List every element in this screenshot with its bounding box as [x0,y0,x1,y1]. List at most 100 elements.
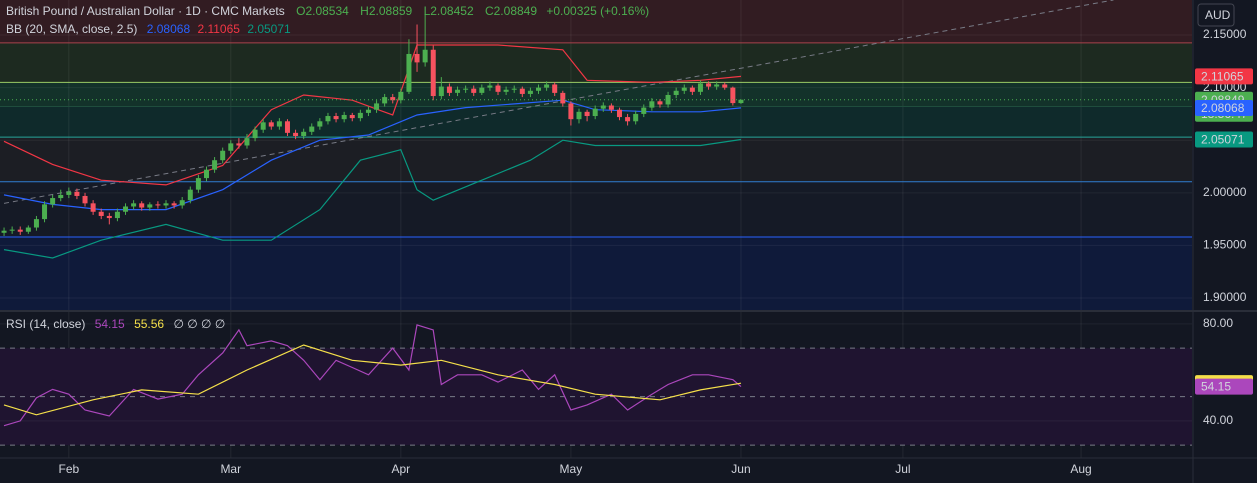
candle-body [114,211,120,219]
candle-body [568,103,574,120]
candle-body [455,89,461,93]
y-tick-label: 80.00 [1203,316,1233,330]
plot-layer [0,0,1192,458]
candle-body [430,49,436,97]
candle-body [519,88,525,94]
candle-body [333,116,339,120]
rsi-line [3,344,742,416]
candle-body [187,189,193,201]
candle-body [576,111,582,120]
candle-body [544,84,550,88]
candle-body [398,91,404,101]
x-tick-label: Aug [1070,462,1091,476]
candle-body [82,195,88,204]
candle-body [503,89,509,92]
price-zone [0,137,1192,182]
upper-band-badge-text: 2.11065 [1201,70,1244,84]
bollinger-line [3,44,742,186]
candle-body [301,131,307,137]
rsi-value: 55.56 [134,317,164,331]
y-tick-label: 1.95000 [1203,238,1247,252]
candle-body [487,85,493,88]
candle-body [641,107,647,114]
candle-body [592,108,598,117]
high-label: H2.08859 [360,4,412,18]
candle-body [673,90,679,95]
chart-title: British Pound / Australian Dollar · 1D ·… [6,4,285,18]
candle-body [390,97,396,101]
x-tick-label: Apr [391,462,410,476]
rsi-legend: RSI (14, close) 54.15 55.56 ∅ ∅ ∅ ∅ [6,317,225,331]
candle-body [495,85,501,92]
price-zone [0,181,1192,237]
candle-body [463,88,469,90]
candle-body [74,191,80,196]
middle-band-badge-text: 2.08068 [1201,101,1245,115]
lower-band-badge-text: 2.05071 [1201,133,1245,147]
candle-body [260,122,266,130]
price-zone [0,82,1192,107]
y-tick-label: 2.15000 [1203,27,1247,41]
candle-body [365,109,371,113]
candle-body [131,203,137,207]
candle-body [236,143,242,146]
open-label: O2.08534 [296,4,349,18]
y-tick-label: 40.00 [1203,413,1233,427]
candle-body [689,87,695,92]
rsi-extra: ∅ ∅ ∅ ∅ [173,317,225,331]
candle-body [179,200,185,206]
candle-body [309,126,315,132]
candle-body [738,99,744,104]
candle-body [284,121,290,133]
candle-body [706,83,712,87]
candle-body [155,204,161,206]
candle-body [244,138,250,146]
price-zone [0,236,1192,310]
candle-body [106,215,112,219]
candle-body [374,103,380,110]
candle-body [98,211,104,216]
candle-body [123,206,129,212]
change-label: +0.00325 (+0.16%) [546,4,649,18]
price-zone [0,42,1192,83]
candle-body [50,198,56,205]
candle-body [714,84,720,87]
candle-body [195,178,201,190]
x-tick-label: May [560,462,583,476]
currency: AUD [1205,8,1231,22]
candle-body [446,86,452,93]
price-zone [0,0,1192,43]
x-tick-label: Feb [58,462,79,476]
candle-body [600,105,606,109]
candle-body [657,101,663,105]
candle-body [212,160,218,170]
x-tick-label: Jun [731,462,750,476]
candle-body [406,53,412,92]
y-tick-label: 1.90000 [1203,290,1247,304]
candle-body [268,122,274,127]
rsi-badge-text: 54.15 [1201,380,1231,394]
currency-box [1197,3,1235,27]
candle-body [438,86,444,97]
rsi-value: 54.15 [95,317,125,331]
candle-body [722,84,728,88]
candle-body [228,143,234,151]
candle-body [139,203,145,208]
candle-body [552,84,558,93]
candle-body [341,114,347,120]
indicator-name: BB (20, SMA, close, 2.5) [6,22,137,36]
candle-body [422,49,428,63]
candle-body [163,203,169,206]
candle-body [220,150,226,161]
candle-body [608,105,614,110]
candle-body [527,90,533,94]
bollinger-line [3,99,742,211]
candle-body [325,116,331,122]
candle-body [616,109,622,118]
candle-body [171,203,177,206]
candle-body [25,227,31,232]
candle-body [33,219,39,228]
candle-body [1,230,7,233]
candle-body [252,129,258,139]
candle-body [625,117,631,122]
